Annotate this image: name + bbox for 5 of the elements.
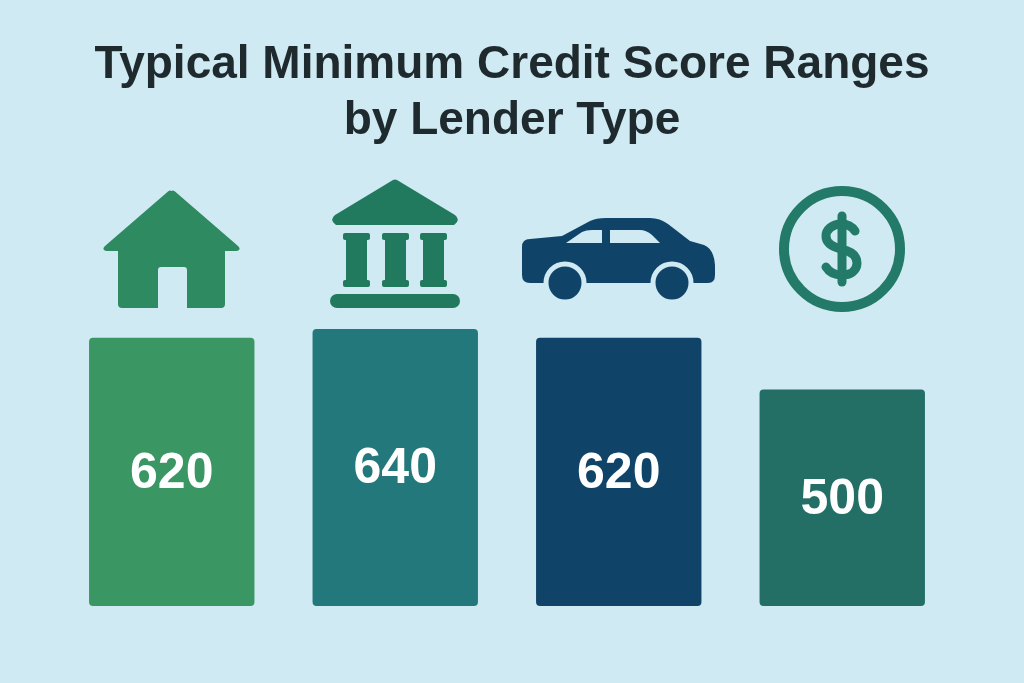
data-label: 640 bbox=[353, 438, 437, 495]
data-label: 500 bbox=[800, 468, 884, 525]
data-label: 620 bbox=[130, 442, 214, 499]
data-label: 620 bbox=[577, 442, 661, 499]
chart-title: Typical Minimum Credit Score Ranges by Lender Type bbox=[93, 35, 931, 146]
